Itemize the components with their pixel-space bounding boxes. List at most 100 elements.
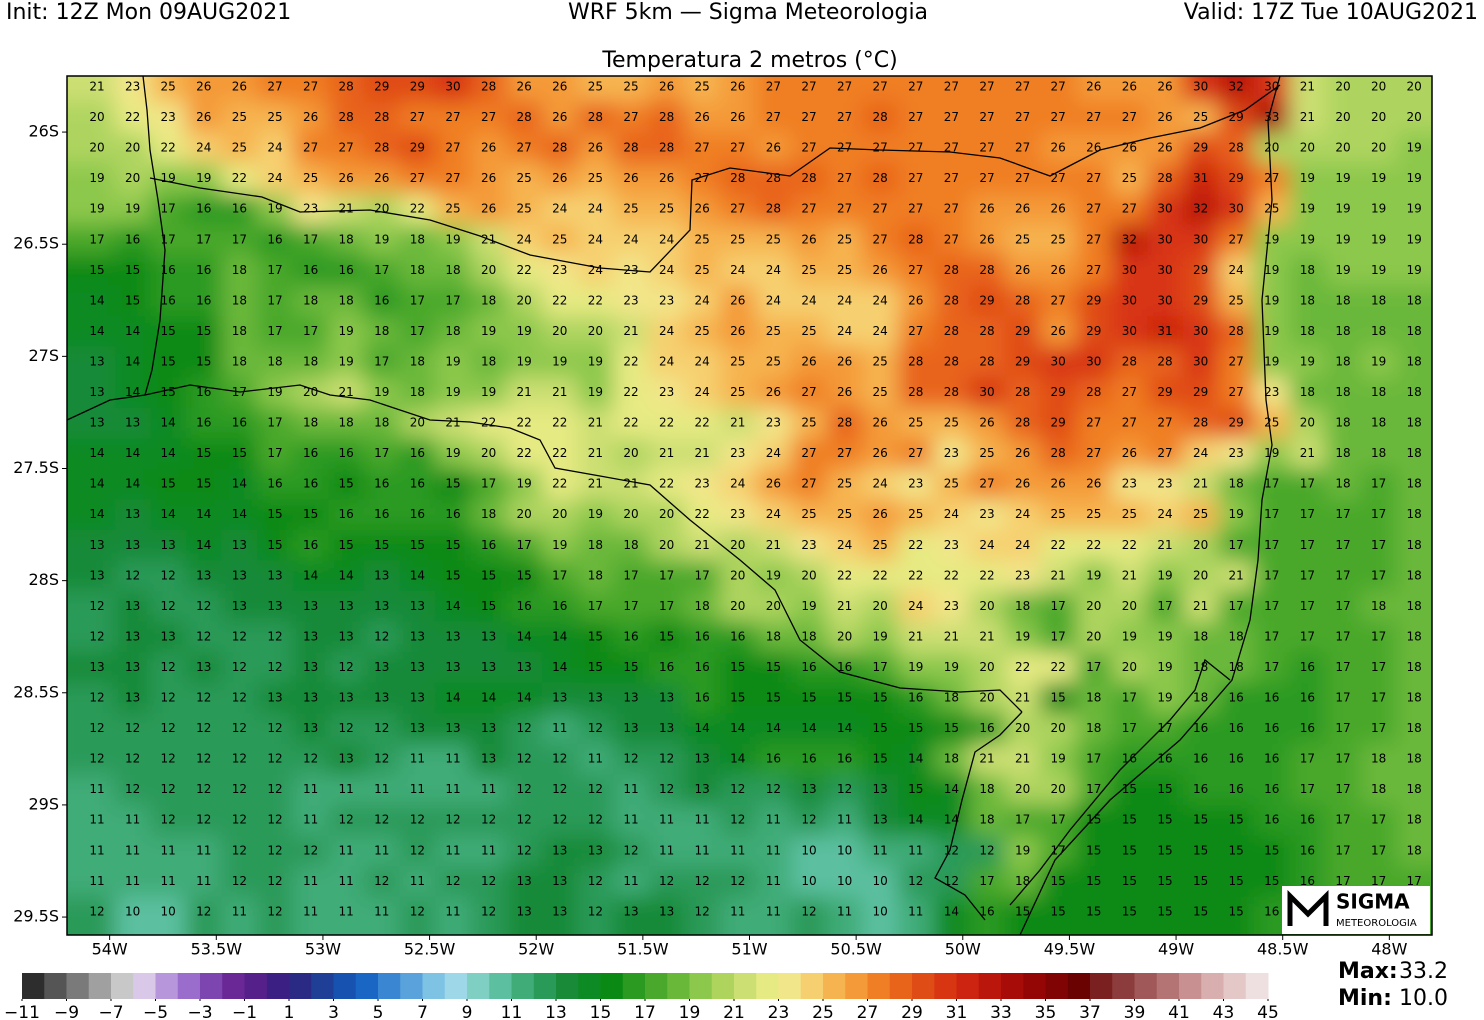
temperature-cell xyxy=(755,346,792,378)
temperature-cell xyxy=(257,896,294,935)
temperature-cell xyxy=(186,682,223,714)
grid-value: 17 xyxy=(1300,477,1315,491)
temperature-cell xyxy=(506,468,543,500)
grid-value: 19 xyxy=(1407,171,1422,185)
grid-value: 12 xyxy=(374,629,389,643)
temperature-cell xyxy=(150,866,187,898)
temperature-cell xyxy=(542,132,579,164)
colorbar-label: −11 xyxy=(4,1003,40,1020)
temperature-cell xyxy=(1111,529,1148,562)
grid-value: 25 xyxy=(944,477,959,491)
temperature-cell xyxy=(364,499,401,531)
temperature-cell xyxy=(1254,346,1291,378)
temperature-cell xyxy=(826,102,863,134)
temperature-cell xyxy=(1254,804,1291,836)
temperature-cell xyxy=(1076,316,1113,348)
grid-value: 11 xyxy=(410,874,425,888)
grid-value: 28 xyxy=(339,80,354,94)
colorbar-label: 41 xyxy=(1168,1003,1190,1020)
grid-value: 12 xyxy=(267,721,282,735)
temperature-cell xyxy=(399,163,436,195)
temperature-cell xyxy=(506,896,543,935)
grid-value: 15 xyxy=(196,324,211,338)
grid-value: 20 xyxy=(552,324,567,338)
temperature-cell xyxy=(1289,193,1326,225)
valid-label: Valid: 17Z Tue 10AUG2021 xyxy=(1184,0,1478,25)
grid-value: 11 xyxy=(659,813,674,827)
temperature-cell xyxy=(1182,163,1219,195)
temperature-cell xyxy=(898,132,935,164)
temperature-cell xyxy=(933,529,970,562)
grid-value: 16 xyxy=(1157,752,1172,766)
temperature-cell xyxy=(1325,621,1362,653)
grid-value: 18 xyxy=(1371,385,1386,399)
temperature-cell xyxy=(1218,804,1255,836)
grid-value: 13 xyxy=(161,629,176,643)
temperature-cell xyxy=(1360,529,1397,562)
temperature-cell xyxy=(1254,377,1291,409)
grid-value: 11 xyxy=(89,813,104,827)
grid-value: 17 xyxy=(374,354,389,368)
grid-value: 24 xyxy=(659,232,674,246)
temperature-cell xyxy=(399,407,436,439)
grid-value: 21 xyxy=(730,416,745,430)
grid-value: 28 xyxy=(1015,385,1030,399)
temperature-cell xyxy=(221,896,258,935)
temperature-cell xyxy=(364,76,401,103)
grid-value: 15 xyxy=(730,691,745,705)
temperature-cell xyxy=(364,591,401,623)
temperature-cell xyxy=(1040,102,1077,134)
temperature-cell xyxy=(720,652,757,684)
grid-value: 13 xyxy=(481,752,496,766)
temperature-cell xyxy=(933,896,970,935)
grid-value: 14 xyxy=(517,691,532,705)
temperature-cell xyxy=(1325,193,1362,225)
grid-value: 18 xyxy=(339,232,354,246)
temperature-cell xyxy=(399,468,436,500)
temperature-cell xyxy=(648,407,685,439)
grid-value: 15 xyxy=(908,721,923,735)
temperature-cell xyxy=(435,102,472,134)
border-line xyxy=(934,711,1023,921)
grid-value: 19 xyxy=(588,507,603,521)
grid-value: 11 xyxy=(410,752,425,766)
grid-value: 25 xyxy=(730,354,745,368)
grid-value: 16 xyxy=(1229,782,1244,796)
temperature-cell xyxy=(1182,407,1219,439)
temperature-cell xyxy=(1147,560,1184,592)
temperature-cell xyxy=(613,652,650,684)
grid-value: 15 xyxy=(1122,904,1137,918)
grid-value: 19 xyxy=(517,477,532,491)
grid-value: 22 xyxy=(1122,538,1137,552)
temperature-cell xyxy=(1076,866,1113,898)
grid-value: 26 xyxy=(374,171,389,185)
grid-value: 21 xyxy=(339,385,354,399)
grid-value: 12 xyxy=(552,813,567,827)
temperature-cell xyxy=(720,713,757,745)
grid-value: 27 xyxy=(410,110,425,124)
temperature-cell xyxy=(470,835,507,867)
temperature-cell xyxy=(1147,255,1184,287)
colorbar-label: 21 xyxy=(723,1003,745,1020)
grid-value: 28 xyxy=(873,110,888,124)
temperature-cell xyxy=(755,835,792,867)
grid-value: 17 xyxy=(1335,538,1350,552)
grid-value: 25 xyxy=(695,80,710,94)
temperature-cell xyxy=(186,499,223,531)
grid-value: 16 xyxy=(303,477,318,491)
grid-value: 18 xyxy=(1015,599,1030,613)
grid-value: 14 xyxy=(161,416,176,430)
grid-value: 19 xyxy=(1371,171,1386,185)
temperature-cell xyxy=(613,438,650,470)
temperature-cell xyxy=(221,193,258,225)
temperature-cell xyxy=(648,866,685,898)
temperature-cell xyxy=(969,774,1006,806)
temperature-cell xyxy=(862,407,899,439)
grid-value: 17 xyxy=(695,568,710,582)
grid-value: 12 xyxy=(196,904,211,918)
temperature-cell xyxy=(1289,76,1326,103)
grid-value: 29 xyxy=(1015,324,1030,338)
temperature-cell xyxy=(755,529,792,562)
temperature-cell xyxy=(648,621,685,653)
grid-value: 26 xyxy=(1086,80,1101,94)
